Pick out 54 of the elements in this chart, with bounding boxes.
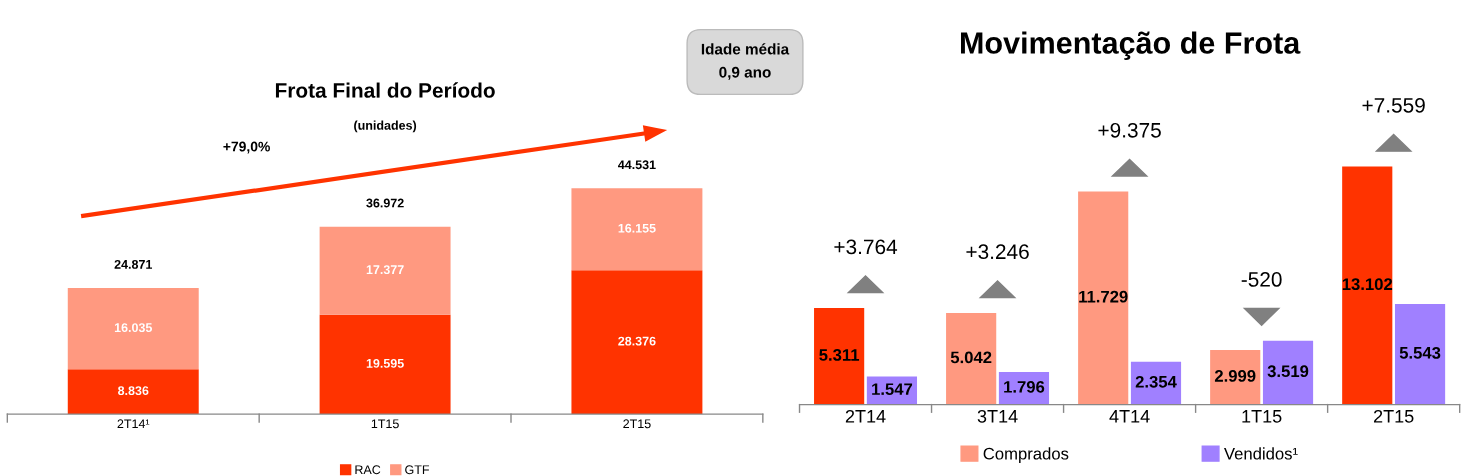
text: +9.375 [1098, 122, 1161, 138]
bar [319, 226, 451, 315]
data-label: 16.155 [618, 223, 656, 233]
data-label: 11.729 [1079, 290, 1128, 303]
data-label: 17.377 [366, 265, 404, 275]
bar [1342, 166, 1393, 405]
bar [1262, 340, 1314, 405]
data-label: 13.102 [1342, 278, 1393, 291]
bar [1394, 303, 1446, 405]
annotation: +3.246 [966, 244, 1029, 260]
bar [571, 270, 703, 415]
data-label: 28.376 [618, 336, 656, 346]
total-label: 24.871 [114, 259, 153, 269]
x-tick-label: 4T14 [1109, 410, 1150, 423]
x-tick-label: 2T14¹ [117, 419, 150, 429]
data-label: 19.595 [366, 358, 404, 368]
legend-label: Vendidos¹ [1224, 447, 1298, 460]
bar [946, 313, 997, 405]
data-label: 1.547 [872, 383, 913, 396]
bar [571, 188, 703, 271]
legend-label: Comprados [983, 447, 1069, 463]
total-label: 44.531 [618, 160, 656, 170]
text: +7.559 [1362, 97, 1425, 113]
text: Idade média 0,9 ano [701, 43, 790, 80]
x-tick-label: 3T14 [977, 409, 1018, 423]
bar [814, 308, 865, 405]
bar [67, 288, 199, 370]
x-tick-label: 2T15 [623, 419, 651, 429]
x-tick-label: 2T15 [1373, 409, 1414, 423]
data-label: 5.042 [950, 351, 992, 364]
data-label: 3.519 [1267, 365, 1309, 378]
data-label: 1.796 [1004, 380, 1045, 393]
data-label: 2.999 [1214, 370, 1256, 382]
chart-title: Frota Final do Período [275, 82, 495, 98]
data-label: 5.311 [819, 349, 860, 361]
data-label: 16.035 [114, 323, 153, 333]
chart-subtitle: (unidades) [354, 120, 417, 133]
legend-label: GTF [405, 465, 430, 475]
bar [67, 369, 199, 415]
x-tick-label: 1T15 [371, 419, 399, 429]
x-tick-label: 2T14 [845, 409, 886, 423]
x-tick-label: 1T15 [1242, 410, 1282, 423]
bar [319, 314, 451, 415]
bar [1078, 191, 1129, 405]
text: +79,0% [223, 141, 270, 154]
data-label: 2.354 [1135, 375, 1177, 388]
chart-title: Movimentação de Frota [961, 31, 1301, 60]
legend-label: RAC [355, 465, 381, 475]
data-label: 5.543 [1399, 346, 1441, 359]
total-label: 36.972 [366, 198, 404, 208]
bar [1210, 350, 1261, 405]
annotation: +3.764 [834, 239, 898, 255]
annotation: -520 [1241, 272, 1282, 287]
data-label: 8.836 [118, 386, 149, 396]
